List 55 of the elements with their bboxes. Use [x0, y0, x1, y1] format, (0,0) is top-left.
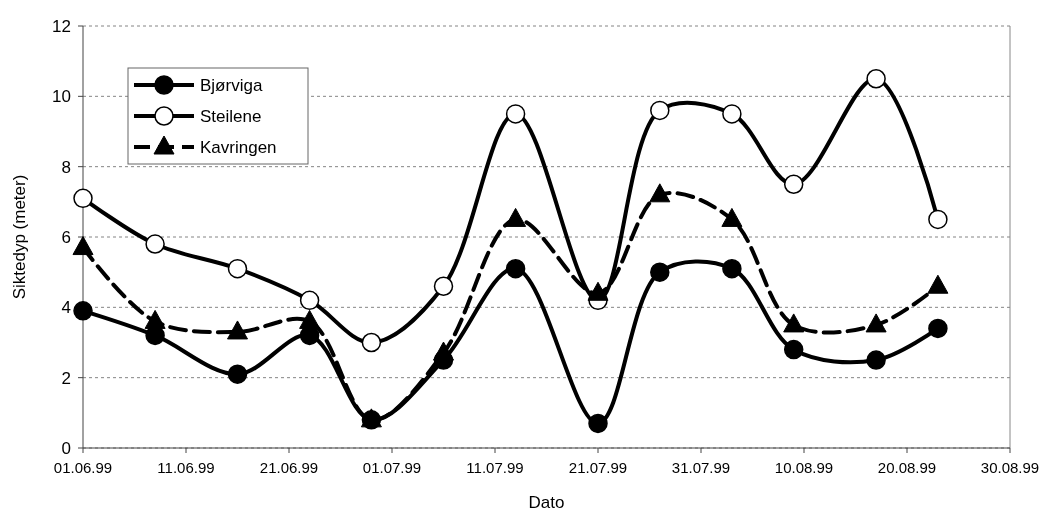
point [299, 290, 320, 311]
point [866, 350, 886, 370]
point [227, 364, 248, 384]
y-tick-label: 6 [61, 227, 71, 247]
point [928, 318, 948, 339]
x-tick-label: 21.07.99 [568, 459, 628, 476]
point [299, 309, 321, 329]
y-tick-label: 4 [61, 298, 71, 318]
point [73, 188, 93, 209]
y-axis-title: Siktedyp (meter) [10, 174, 29, 300]
y-tick-label: 8 [61, 157, 71, 177]
point [721, 207, 743, 227]
point [433, 276, 454, 296]
point [927, 274, 949, 294]
point [588, 413, 608, 434]
point [783, 339, 804, 360]
point [361, 332, 382, 353]
x-axis-title: Dato [528, 493, 565, 512]
point [505, 104, 526, 124]
y-tick-label: 0 [61, 438, 71, 458]
point [505, 258, 526, 279]
point [783, 313, 805, 333]
x-tick-label: 20.08.99 [877, 459, 937, 476]
point [650, 262, 670, 282]
point [783, 174, 804, 194]
x-tick-label: 11.06.99 [157, 459, 215, 476]
y-tick-label: 10 [52, 87, 71, 107]
point [433, 341, 454, 361]
point [722, 104, 742, 124]
point [650, 100, 670, 121]
x-tick-label: 01.06.99 [53, 459, 113, 476]
point [866, 69, 886, 89]
x-tick-label: 01.07.99 [362, 459, 422, 476]
point [505, 207, 527, 227]
legend-label: Steilene [200, 106, 262, 126]
point [865, 313, 887, 333]
legend-label: Bjørviga [200, 75, 263, 95]
point [72, 236, 94, 256]
point [722, 258, 742, 279]
point [73, 301, 93, 321]
legend-label: Kavringen [200, 137, 277, 157]
x-tick-label: 11.07.99 [466, 459, 524, 476]
y-tick-label: 2 [61, 368, 71, 388]
x-tick-label: 30.08.99 [980, 459, 1040, 476]
point [227, 320, 248, 340]
point [587, 281, 609, 301]
x-tick-label: 31.07.99 [671, 459, 731, 476]
point [227, 258, 248, 279]
y-tick-label: 12 [52, 16, 71, 36]
x-tick-label: 10.08.99 [774, 459, 834, 476]
x-tick-label: 21.06.99 [259, 459, 319, 476]
point [928, 209, 948, 230]
point [649, 183, 671, 203]
point [145, 234, 165, 254]
point [144, 309, 166, 329]
